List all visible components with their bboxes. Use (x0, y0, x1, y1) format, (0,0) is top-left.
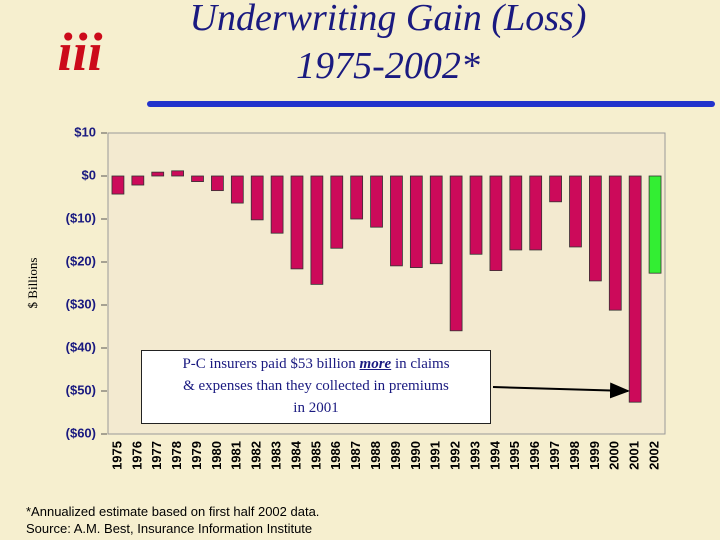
bar (310, 175, 324, 285)
x-tick-label: 1990 (408, 441, 423, 470)
footnote: Source: A.M. Best, Insurance Information… (26, 521, 313, 536)
x-tick-label: 2001 (627, 441, 642, 470)
x-tick-label: 1977 (149, 441, 164, 470)
bar (449, 175, 463, 332)
footnotes: *Annualized estimate based on first half… (26, 503, 319, 537)
x-tick-label: 1989 (388, 441, 403, 470)
annotation-text: P-C insurers paid $53 billion (182, 356, 356, 372)
bar (171, 170, 184, 177)
bar (330, 175, 344, 249)
chart-title: Underwriting Gain (Loss) (190, 0, 587, 39)
bar (569, 175, 582, 248)
x-tick-label: 1975 (109, 441, 124, 470)
bar (589, 175, 602, 282)
bar (648, 175, 662, 274)
x-tick-label: 1992 (448, 441, 463, 470)
bar (549, 175, 562, 203)
bar (469, 175, 483, 255)
x-tick-label: 1984 (288, 440, 303, 470)
x-tick-label: 1976 (129, 441, 144, 470)
x-tick-label: 1979 (189, 441, 204, 470)
x-tick-label: 1994 (487, 440, 502, 470)
bar (131, 175, 145, 186)
x-tick-label: 1988 (368, 441, 383, 470)
bar (608, 175, 622, 311)
x-tick-label: 1983 (269, 441, 284, 470)
bar (409, 175, 423, 268)
y-tick-label: $0 (82, 167, 96, 182)
footnote: *Annualized estimate based on first half… (26, 504, 320, 519)
x-tick-label: 1980 (209, 441, 224, 470)
y-tick-label: ($50) (66, 382, 96, 397)
bar (250, 175, 264, 221)
annotation-text: & expenses than they collected in premiu… (183, 378, 449, 394)
y-axis-label: $ Billions (25, 258, 40, 309)
bar (529, 175, 543, 251)
annotation-emphasis: more (359, 356, 392, 372)
bar (509, 175, 523, 251)
x-tick-label: 1987 (348, 441, 363, 470)
x-tick-label: 1995 (507, 441, 522, 470)
x-tick-label: 1998 (567, 441, 582, 470)
y-tick-label: ($60) (66, 425, 96, 440)
y-tick-label: ($10) (66, 210, 96, 225)
x-tick-label: 1985 (308, 441, 323, 470)
y-tick-label: ($30) (66, 296, 96, 311)
annotation-text: in claims (394, 356, 450, 372)
y-tick-label: ($40) (66, 339, 96, 354)
chart-title: 1975-2002* (296, 45, 480, 87)
x-tick-label: 1997 (547, 441, 562, 470)
bar (211, 175, 224, 192)
x-tick-label: 1996 (527, 441, 542, 470)
bar (350, 175, 364, 220)
bar (191, 175, 204, 182)
x-tick-label: 1991 (428, 441, 443, 470)
bar (390, 175, 403, 267)
bar (270, 175, 284, 234)
annotation-line: P-C insurers paid $53 billion more in cl… (142, 353, 490, 375)
bar (429, 175, 443, 265)
logo: iii (57, 22, 102, 82)
bar (111, 175, 125, 195)
x-tick-label: 1999 (587, 441, 602, 470)
bar (370, 175, 383, 228)
bar (628, 175, 642, 403)
bar (151, 171, 165, 177)
x-tick-label: 1982 (249, 441, 264, 470)
y-tick-label: $10 (74, 124, 96, 139)
x-tick-label: 1986 (328, 441, 343, 470)
bar (290, 175, 304, 270)
bar (489, 175, 503, 271)
annotation-arrow (492, 382, 630, 399)
annotation-text: in 2001 (293, 400, 339, 416)
x-tick-label: 1993 (467, 441, 482, 470)
x-tick-label: 2000 (607, 441, 622, 470)
x-tick-label: 2002 (646, 441, 661, 470)
x-tick-label: 1981 (229, 441, 244, 470)
bar (230, 175, 244, 204)
y-tick-label: ($20) (66, 253, 96, 268)
x-tick-label: 1978 (169, 441, 184, 470)
annotation-box: P-C insurers paid $53 billion more in cl… (141, 350, 491, 424)
